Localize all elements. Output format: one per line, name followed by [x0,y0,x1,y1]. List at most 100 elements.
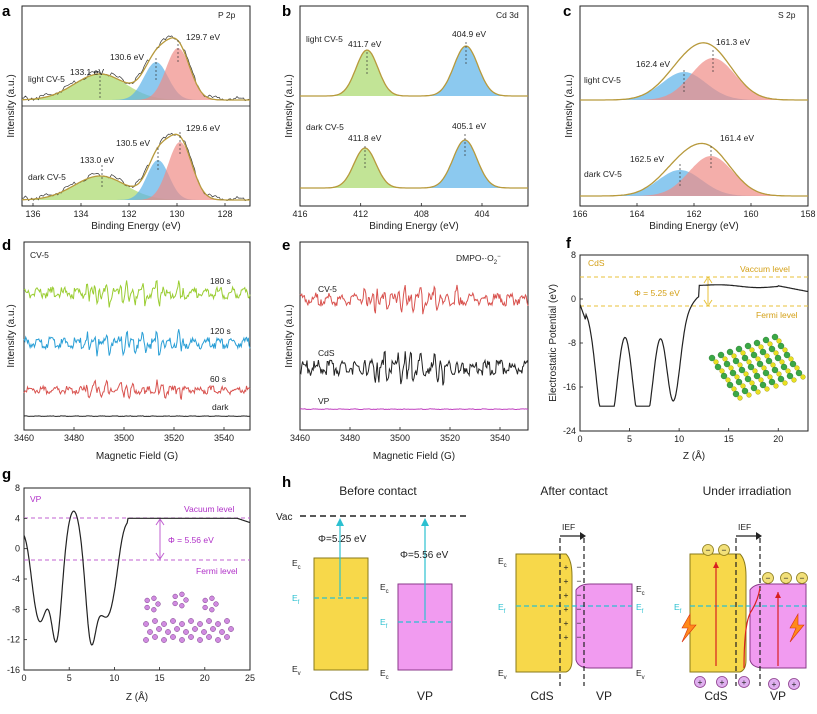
s-atom [755,356,761,362]
positive-charge: + [564,632,569,642]
xps-bottom-spectrum [21,132,251,202]
x-axis-ticks: 136 134 132 130 128 [25,203,233,219]
cd-atom [708,354,716,362]
p-atom [206,634,212,640]
s-atom [734,374,740,380]
p-atom [215,637,221,643]
ev-label: Ev [292,664,301,677]
cd-atom [729,369,737,377]
electron-sign: − [722,545,727,555]
epr-trace [299,408,529,411]
plot-frame [23,487,251,671]
cd-atom [753,372,761,380]
cd-atom [744,375,752,383]
peak-label: 129.7 eV [186,32,220,42]
cd-atom [744,342,752,350]
tick-label: 10 [109,673,119,683]
ev-label: Ev [498,668,507,681]
epr-trace [299,350,529,386]
cd-atom [768,345,776,353]
ef-label: Ef [674,602,682,615]
x-axis-ticks: 166 164 162 160 158 [572,203,816,219]
y-axis-label: Intensity (a.u.) [6,304,17,367]
p-atom [144,597,150,604]
tick-label: 136 [25,209,40,219]
s-atom [788,356,794,362]
panel-tag: CV-5 [30,250,49,260]
cds-crystal-structure [708,333,806,401]
tick-label: 25 [245,673,255,683]
xps-top-spectrum [22,35,251,102]
tick-label: 0 [571,294,576,304]
spectrum-label-bottom: dark CV-5 [584,169,622,179]
p-atom [156,626,162,632]
ev-label: Ec [380,668,389,681]
tick-label: 3460 [290,433,310,443]
epr-trace [23,279,251,308]
hole [768,678,780,690]
cds-label: CdS [704,689,727,703]
panel-letter-h: h [282,474,291,491]
fermi-level-label: Fermi level [756,310,798,320]
cds-band-bent [689,553,747,673]
tick-label: 3460 [14,433,34,443]
raw-data-line [300,139,528,189]
plot-frame [23,241,251,431]
vp-band-bent [575,583,633,669]
tick-label: 5 [627,434,632,444]
tick-label: 408 [414,209,429,219]
ec-label: Ec [292,558,301,571]
phi-cds-label: Φ=5.25 eV [318,534,367,545]
s-atom [749,380,755,386]
trace-label: 180 s [210,276,231,286]
p-atom [179,591,185,597]
cd-atom [735,345,743,353]
positive-charge: + [564,576,569,586]
p-atom [228,626,234,632]
electron [796,572,808,584]
y-axis-label: Intensity (a.u.) [284,74,295,137]
p-atom [206,618,212,624]
tick-label: -16 [7,665,20,675]
s-atom [728,365,734,371]
trace-label: 120 s [210,326,231,336]
tick-label: -8 [12,604,20,614]
peak-fill [300,50,528,96]
cd-atom [795,369,803,377]
x-axis-label: Binding Energy (eV) [369,221,459,232]
phi-arrowheads [155,518,165,560]
tick-label: 134 [73,209,88,219]
irradiation-carriers: − − − − − + + + + + [681,544,808,690]
vac-label: Vac [276,512,293,523]
trace-label: CdS [318,348,335,358]
envelope-line [300,45,528,97]
epr-trace [299,284,529,315]
p-atom [224,618,230,624]
tick-label: 132 [121,209,136,219]
electron [762,572,774,584]
y-axis-label: Intensity (a.u.) [6,74,17,137]
phi-vp-label: Φ=5.56 eV [400,550,449,561]
s-atom [773,383,779,389]
panel-letter-e: e [282,237,290,254]
light-bolt-icon [789,612,805,643]
spectrum-label-bottom: dark CV-5 [28,172,66,182]
tick-label: 128 [217,209,232,219]
hole-sign: + [792,679,797,689]
s-atom [725,377,731,383]
hole-sign: + [698,677,703,687]
spectrum-label-top: light CV-5 [28,74,65,84]
cd-atom [726,381,734,389]
y-axis-label: Intensity (a.u.) [284,304,295,367]
electron [702,544,714,556]
p-atom [192,626,198,632]
s-atom [764,386,770,392]
panel-d: d CV-5 180 s 120 s 60 s dark 3460 3480 350… [2,237,251,462]
s-atom [740,350,746,356]
panel-tag: CdS [588,258,605,268]
plot-frame [299,241,529,431]
tick-label: -8 [568,338,576,348]
peak-label: 133.1 eV [70,67,104,77]
cd-atom [723,360,731,368]
vacuum-level-label: Vaccum level [740,264,790,274]
